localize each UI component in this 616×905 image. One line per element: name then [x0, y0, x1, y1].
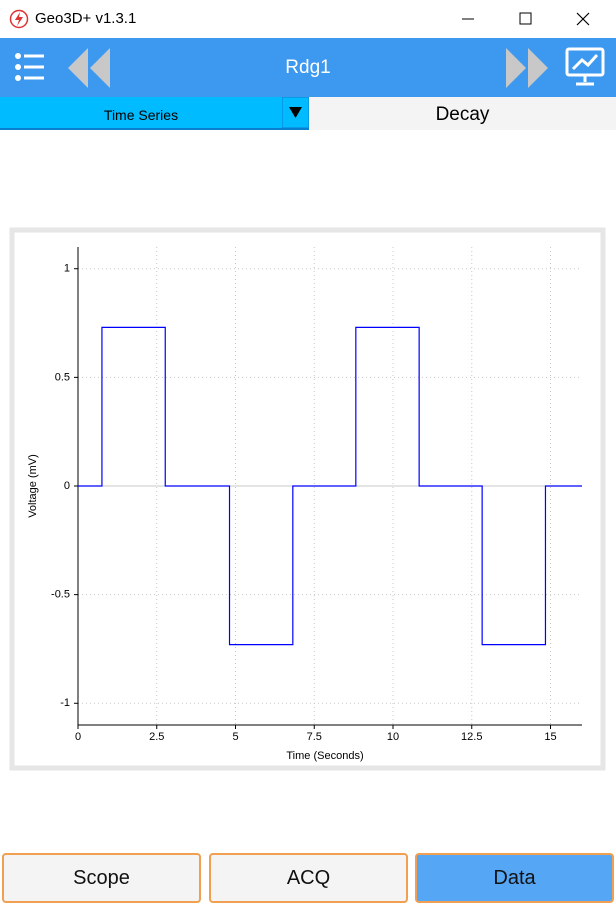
app-icon	[9, 9, 29, 29]
tab-active[interactable]: Decay	[309, 97, 616, 130]
tab-selector-label: Time Series	[103, 107, 179, 123]
x-tick-label: 2.5	[149, 731, 164, 743]
tab-active-label: Decay	[435, 104, 490, 125]
data-button[interactable]: Data	[415, 853, 614, 903]
y-tick-label: 0.5	[55, 371, 70, 383]
window-controls[interactable]	[450, 0, 616, 38]
previous-button[interactable]	[66, 46, 112, 90]
y-tick-label: -0.5	[51, 589, 70, 601]
x-tick-label: 5	[232, 731, 238, 743]
x-tick-label: 15	[544, 731, 556, 743]
toolbar: Rdg1	[0, 38, 616, 97]
x-axis-label: Time (Seconds)	[286, 750, 363, 762]
title-bar: Geo3D+ v1.3.1	[0, 0, 616, 38]
y-tick-label: 1	[64, 263, 70, 275]
chart-panel	[9, 227, 606, 771]
scope-button[interactable]: Scope	[2, 853, 201, 903]
x-tick-label: 12.5	[461, 731, 482, 743]
tab-selector[interactable]: Time Series	[0, 97, 309, 130]
window-title: Geo3D+ v1.3.1	[35, 10, 137, 27]
data-line	[78, 326, 582, 646]
acq-button[interactable]: ACQ	[209, 853, 408, 903]
next-button[interactable]	[504, 46, 550, 90]
toolbar-title: Rdg1	[285, 57, 331, 78]
y-tick-label: -1	[60, 697, 70, 709]
display-button[interactable]	[564, 46, 608, 88]
menu-button[interactable]	[14, 52, 46, 82]
dropdown-arrow[interactable]	[282, 97, 309, 128]
y-axis-label: Voltage (mV)	[27, 454, 39, 518]
x-tick-label: 7.5	[307, 731, 322, 743]
y-tick-label: 0	[64, 480, 70, 492]
x-tick-label: 10	[387, 731, 399, 743]
x-tick-label: 0	[75, 731, 81, 743]
